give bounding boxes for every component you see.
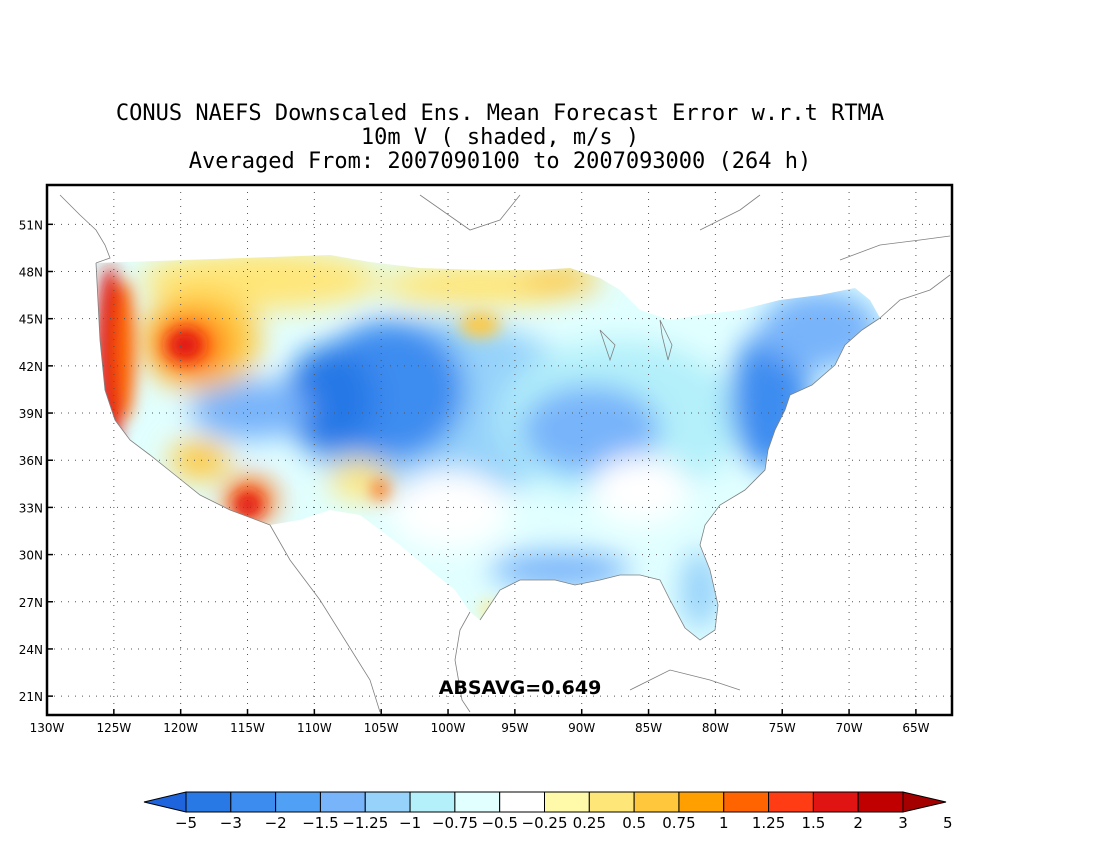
colorbar-swatch	[544, 791, 590, 813]
lon-tick-label: 70W	[835, 721, 862, 735]
colorbar-label: 1	[719, 814, 729, 832]
map-frame	[45, 183, 954, 717]
map-title-line2: 10m V ( shaded, m/s )	[360, 125, 640, 150]
lon-tick-label: 105W	[364, 721, 399, 735]
latitude-labels: 51N 48N 45N 42N 39N 36N 33N 30N 27N 24N 21N	[19, 218, 53, 704]
lat-tick-label: 39N	[19, 407, 43, 421]
colorbar-left-arrow	[143, 791, 187, 813]
lat-tick-label: 51N	[19, 218, 43, 232]
colorbar-swatch	[275, 791, 321, 813]
colorbar-label: −1.25	[342, 814, 388, 832]
colorbar-label: 0.25	[573, 814, 606, 832]
colorbar-swatch	[409, 791, 456, 813]
lat-tick-label: 42N	[19, 360, 43, 374]
colorbar-swatch	[319, 791, 366, 813]
lon-tick-label: 65W	[902, 721, 929, 735]
colorbar-right-arrow	[902, 791, 947, 813]
colorbar	[143, 791, 947, 813]
colorbar-label: −3	[220, 814, 242, 832]
lat-tick-label: 48N	[19, 265, 43, 279]
lat-tick-label: 45N	[19, 313, 43, 327]
lat-tick-label: 33N	[19, 501, 43, 515]
lat-tick-label: 27N	[19, 596, 43, 610]
colorbar-label: −0.5	[481, 814, 517, 832]
colorbar-swatch	[768, 791, 814, 813]
lon-tick-label: 100W	[431, 721, 466, 735]
lon-tick-label: 75W	[769, 721, 796, 735]
lat-tick-label: 30N	[19, 549, 43, 563]
lon-tick-label: 125W	[96, 721, 131, 735]
colorbar-label: 2	[853, 814, 863, 832]
colorbar-swatch	[678, 791, 725, 813]
colorbar-label: −1	[399, 814, 421, 832]
lon-tick-label: 80W	[702, 721, 729, 735]
colorbar-label: 5	[943, 814, 953, 832]
lon-tick-label: 95W	[501, 721, 528, 735]
lon-tick-label: 120W	[163, 721, 198, 735]
colorbar-swatch	[812, 791, 859, 813]
colorbar-labels: −5 −3 −2 −1.5 −1.25 −1 −0.75 −0.5 −0.25 0.25 0.5 0.…	[175, 814, 953, 832]
lon-tick-label: 115W	[230, 721, 265, 735]
colorbar-label: 1.25	[752, 814, 785, 832]
absavg-annotation: ABSAVG=0.649	[439, 677, 602, 699]
lon-tick-label: 130W	[30, 721, 65, 735]
coastline	[59, 194, 951, 713]
shaded-field	[96, 255, 880, 640]
colorbar-swatch	[857, 791, 904, 813]
lat-tick-label: 21N	[19, 690, 43, 704]
colorbar-swatch	[230, 791, 277, 813]
lon-tick-label: 90W	[568, 721, 595, 735]
lat-tick-label: 24N	[19, 643, 43, 657]
colorbar-swatch	[185, 791, 232, 813]
lon-tick-label: 110W	[297, 721, 332, 735]
colorbar-swatch	[499, 791, 545, 813]
colorbar-label: −0.75	[432, 814, 478, 832]
colorbar-swatch	[633, 791, 680, 813]
lat-tick-label: 36N	[19, 454, 43, 468]
colorbar-swatch	[454, 791, 501, 813]
colorbar-label: −5	[175, 814, 197, 832]
colorbar-swatch	[588, 791, 635, 813]
colorbar-label: 0.75	[662, 814, 695, 832]
colorbar-label: 3	[898, 814, 908, 832]
lon-tick-label: 85W	[635, 721, 662, 735]
colorbar-label: 1.5	[801, 814, 825, 832]
map-title-line1: CONUS NAEFS Downscaled Ens. Mean Forecas…	[115, 101, 885, 126]
colorbar-label: −2	[265, 814, 287, 832]
colorbar-label: 0.5	[622, 814, 646, 832]
map-title-line3: Averaged From: 2007090100 to 2007093000 …	[188, 149, 812, 174]
colorbar-swatch	[364, 791, 411, 813]
colorbar-label: −1.5	[302, 814, 338, 832]
colorbar-swatch	[723, 791, 770, 813]
colorbar-label: −0.25	[522, 814, 568, 832]
longitude-labels: 130W 125W 120W 115W 110W 105W 100W 95W 90W 85W 80W…	[30, 709, 930, 735]
